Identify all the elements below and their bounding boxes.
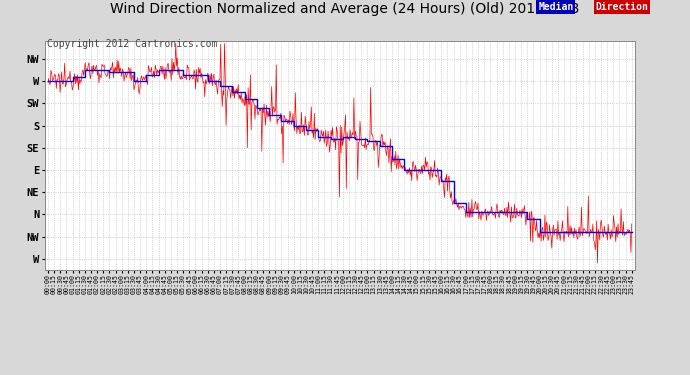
Text: Copyright 2012 Cartronics.com: Copyright 2012 Cartronics.com	[47, 39, 217, 50]
Text: Direction: Direction	[595, 2, 649, 12]
Text: Wind Direction Normalized and Average (24 Hours) (Old) 20121218: Wind Direction Normalized and Average (2…	[110, 2, 580, 16]
Text: Median: Median	[538, 2, 573, 12]
